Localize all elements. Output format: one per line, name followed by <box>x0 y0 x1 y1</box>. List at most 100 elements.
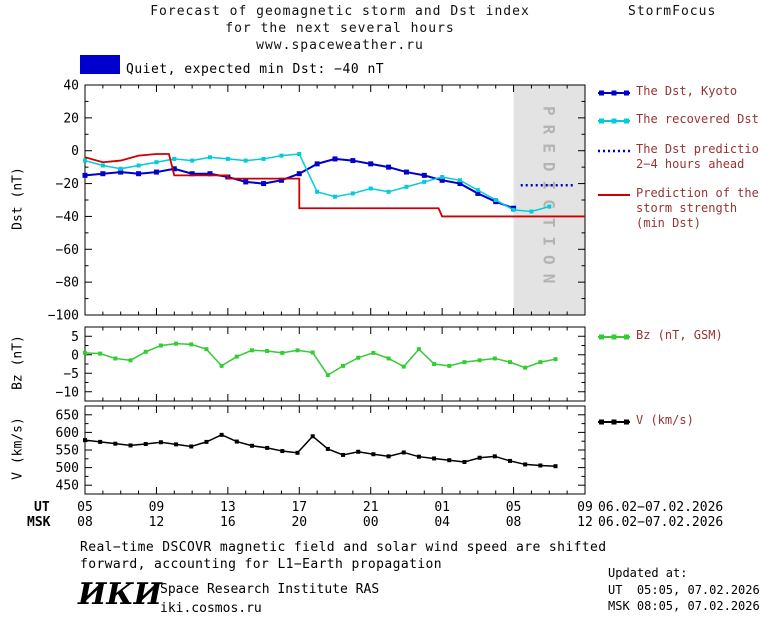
x-tick-label: 04 <box>434 515 450 530</box>
series-marker <box>100 163 105 168</box>
series-marker <box>421 172 427 178</box>
x-tick-label: 13 <box>220 500 236 515</box>
x-tick-label: 17 <box>291 500 308 515</box>
series-V (km/s) <box>84 434 556 467</box>
v-series-icon <box>598 419 630 425</box>
series-marker <box>158 343 163 348</box>
series-marker <box>508 360 512 365</box>
series-marker <box>341 452 346 457</box>
series-marker <box>350 191 355 196</box>
series-marker <box>341 363 346 368</box>
series-Bz (nT, GSM) <box>84 342 556 377</box>
x-tick-label: 05 <box>77 500 93 515</box>
y-tick-label: −80 <box>56 276 79 291</box>
series-marker <box>529 209 534 214</box>
series-marker <box>189 342 194 347</box>
series-marker <box>332 156 338 162</box>
series-marker <box>386 454 391 459</box>
series-marker <box>368 161 374 167</box>
legend-entry-dst-kyoto: The Dst, Kyoto <box>597 84 737 99</box>
page-title: Forecast of geomagnetic storm and Dst in… <box>150 4 530 19</box>
series-marker <box>190 158 195 163</box>
series-marker <box>416 347 421 352</box>
series-marker <box>189 444 194 449</box>
series-marker <box>208 155 212 160</box>
y-tick-label: −100 <box>48 309 79 324</box>
series-marker <box>493 198 498 202</box>
legend-label-v: V (km/s) <box>636 413 694 427</box>
v-axis-label: V (km/s) <box>10 417 26 480</box>
series-marker <box>447 363 452 368</box>
y-tick-label: 40 <box>63 79 79 94</box>
x-tick-label: 08 <box>77 515 93 530</box>
institute-site: iki.cosmos.ru <box>160 601 262 616</box>
series-marker <box>118 169 124 175</box>
series-marker <box>475 190 481 196</box>
series-marker <box>174 442 179 447</box>
series-marker <box>98 351 103 356</box>
x-tick-label: 05 <box>505 500 522 515</box>
y-tick-label: −5 <box>63 367 79 382</box>
series-marker <box>325 373 330 378</box>
series-marker <box>113 441 118 446</box>
series-marker <box>234 439 239 444</box>
legend-label-dst-prediction-1: The Dst prediction <box>636 142 760 156</box>
institute-name: Space Research Institute RAS <box>160 582 380 597</box>
dst-axis-label: Dst (nT) <box>10 167 26 230</box>
series-marker <box>128 443 133 448</box>
series-marker <box>553 357 558 362</box>
series-marker <box>154 160 159 165</box>
updated-msk: MSK 08:05, 07.02.2026 <box>608 599 760 613</box>
series-marker <box>333 194 337 199</box>
xaxis-ut-row: UT 06.02−07.02.2026 05 09 13 17 21 01 05 09 <box>0 500 760 515</box>
series-Prediction of the storm strength (min Dst) <box>84 153 585 218</box>
series-marker <box>136 171 142 177</box>
series-marker <box>401 364 406 369</box>
series-marker <box>368 186 373 191</box>
iki-logo: ИКИ <box>78 577 162 612</box>
v-chart-panel: 650 600 550 500 450 <box>56 405 586 495</box>
dst-kyoto-series-icon <box>598 90 630 96</box>
legend-label-dst-kyoto: The Dst, Kyoto <box>636 84 738 98</box>
series-marker <box>314 161 320 167</box>
bz-series-icon <box>598 334 630 340</box>
msk-date-range: 06.02−07.02.2026 <box>598 515 724 530</box>
legend-label-bz: Bz (nT, GSM) <box>636 328 723 342</box>
series-marker <box>477 455 482 460</box>
series-marker <box>538 360 543 365</box>
y-tick-label: 500 <box>56 461 79 476</box>
series-marker <box>136 163 141 168</box>
footnote-line-2: forward, accounting for L1−Earth propaga… <box>80 557 442 572</box>
series-marker <box>83 158 87 163</box>
series-marker <box>547 204 552 209</box>
x-tick-label: 12 <box>148 515 165 530</box>
series-marker <box>249 348 254 353</box>
series-marker <box>280 449 285 454</box>
series-marker <box>458 178 462 183</box>
series-marker <box>523 365 528 370</box>
series-marker <box>462 459 467 464</box>
series-marker <box>310 350 315 355</box>
series-marker <box>243 158 248 163</box>
bz-chart-panel: 5 0 −5 −10 <box>56 326 586 402</box>
series-marker <box>219 363 224 368</box>
x-tick-label: 00 <box>362 515 379 530</box>
series-marker <box>508 458 512 463</box>
y-tick-label: −10 <box>56 385 79 400</box>
series-marker <box>296 171 302 177</box>
page-subtitle: for the next several hours <box>225 21 455 36</box>
y-tick-label: 600 <box>56 426 79 441</box>
x-tick-label: 16 <box>220 515 236 530</box>
series-marker <box>350 158 356 164</box>
series-marker <box>553 464 558 469</box>
series-marker <box>295 450 300 455</box>
dst-prediction-series-icon <box>598 149 630 153</box>
series-marker <box>492 356 497 361</box>
x-tick-label: 20 <box>291 515 308 530</box>
series-marker <box>243 179 249 185</box>
series-marker <box>356 355 361 360</box>
brand-stormfocus: StormFocus <box>628 4 717 19</box>
storm-strength-series-icon <box>598 194 630 196</box>
y-tick-label: 0 <box>71 348 79 363</box>
